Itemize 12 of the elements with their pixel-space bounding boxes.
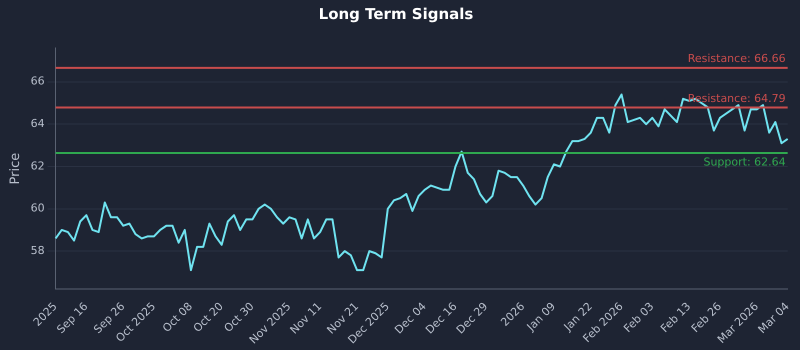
ref-line-label: Support: 62.64 [703, 155, 786, 168]
chart-title: Long Term Signals [318, 4, 474, 23]
y-tick-label: 64 [30, 117, 45, 130]
ref-line-label: Resistance: 64.79 [688, 92, 786, 105]
x-tick-label: Jan 09 [524, 300, 558, 334]
ref-line-label: Resistance: 66.66 [688, 52, 786, 66]
y-tick-label: 66 [30, 74, 45, 88]
x-tick-label: Feb 03 [621, 300, 656, 336]
y-tick-label: 60 [30, 202, 45, 215]
y-tick-label: 58 [30, 244, 45, 257]
y-tick-label: 62 [30, 159, 45, 172]
y-axis-title: Price [8, 152, 24, 184]
